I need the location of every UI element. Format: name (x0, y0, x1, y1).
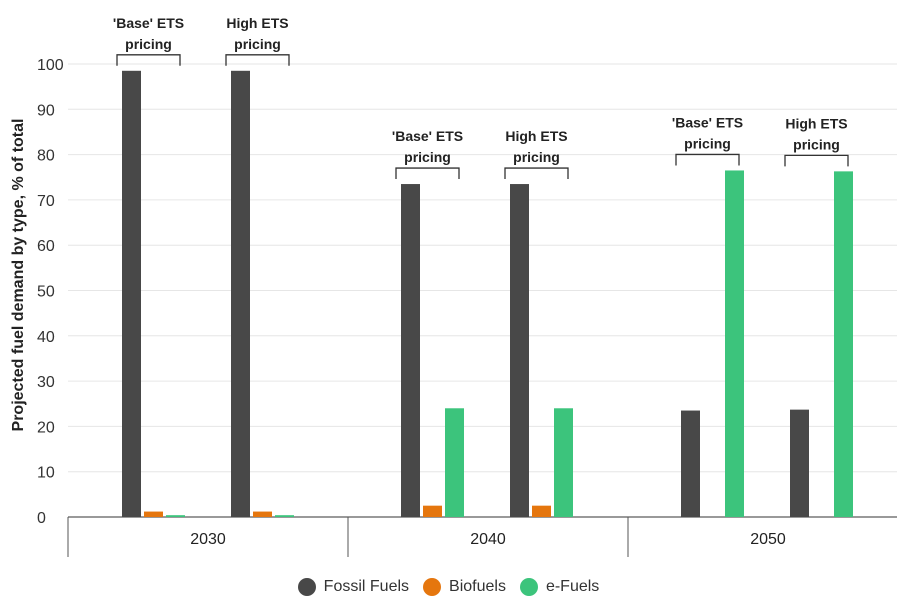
bar (510, 184, 529, 518)
bar (122, 70, 141, 518)
scenario-label: pricing (684, 135, 731, 151)
legend-swatch (519, 578, 538, 596)
scenario-label: 'Base' ETS (392, 128, 463, 144)
bar (554, 408, 573, 517)
legend-label: e-Fuels (545, 578, 600, 595)
bar (166, 515, 185, 517)
legend-swatch (423, 578, 442, 596)
y-tick-label: 80 (37, 148, 55, 165)
y-tick-label: 20 (37, 419, 55, 436)
bar (253, 511, 272, 517)
y-tick-label: 10 (37, 465, 55, 482)
scenario-label: 'Base' ETS (113, 15, 184, 31)
scenario-label: 'Base' ETS (672, 114, 743, 130)
legend-swatch (297, 578, 316, 596)
bar (401, 184, 420, 518)
bar (445, 408, 464, 517)
legend: Fossil Fuels Biofuels e-Fuels (0, 578, 897, 596)
bar (532, 505, 551, 517)
scenario-label: pricing (125, 36, 172, 52)
bar (681, 410, 700, 517)
scenario-label: High ETS (505, 128, 567, 144)
legend-label: Fossil Fuels (323, 578, 410, 595)
scenario-label: High ETS (785, 115, 847, 131)
y-tick-label: 40 (37, 329, 55, 346)
y-tick-label: 70 (37, 193, 55, 210)
x-category-label: 2030 (190, 531, 226, 548)
y-tick-label: 0 (37, 510, 46, 527)
y-axis-title: Projected fuel demand by type, % of tota… (10, 119, 27, 432)
bar (725, 170, 744, 517)
scenario-bracket (225, 54, 290, 66)
scenario-label: pricing (793, 136, 840, 152)
bar (790, 409, 809, 517)
scenario-bracket (395, 167, 460, 180)
scenario-label: pricing (404, 149, 451, 165)
x-category-label: 2040 (470, 531, 506, 548)
scenario-label: pricing (234, 36, 281, 52)
scenario-bracket (504, 167, 569, 180)
y-tick-label: 50 (37, 284, 55, 301)
legend-item: e-Fuels (519, 578, 600, 596)
bar (423, 505, 442, 517)
bar (834, 171, 853, 517)
bar (231, 70, 250, 518)
bar (144, 511, 163, 517)
legend-item: Fossil Fuels (297, 578, 410, 596)
scenario-bracket (675, 153, 740, 166)
y-tick-label: 100 (37, 57, 64, 74)
y-tick-label: 90 (37, 102, 55, 119)
scenario-label: High ETS (226, 15, 288, 31)
scenario-bracket (784, 154, 849, 167)
x-category-label: 2050 (750, 531, 786, 548)
scenario-bracket (116, 54, 181, 66)
scenario-label: pricing (513, 149, 560, 165)
y-tick-label: 30 (37, 374, 55, 391)
legend-item: Biofuels (423, 578, 506, 596)
legend-label: Biofuels (449, 578, 506, 595)
bar (275, 515, 294, 517)
y-tick-label: 60 (37, 238, 55, 255)
